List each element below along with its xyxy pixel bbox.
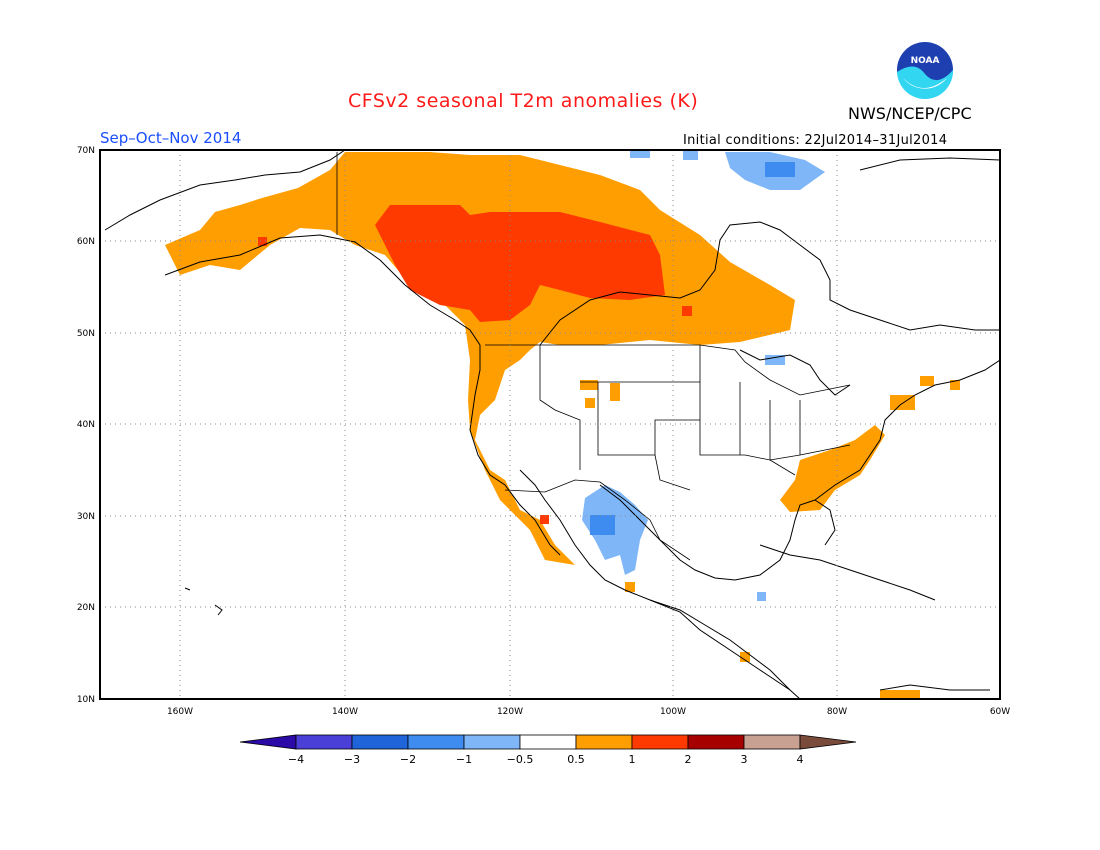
noaa-logo-text: NOAA <box>911 56 940 66</box>
legend-swatch <box>687 734 745 750</box>
legend-swatch <box>519 734 577 750</box>
lat-tick-label: 50N <box>77 329 95 339</box>
lat-tick-label: 40N <box>77 420 95 430</box>
color-legend: −4 −3 −2 −1 −0.5 0.5 1 2 3 4 <box>239 734 857 766</box>
noaa-logo: NOAA <box>895 40 955 104</box>
legend-swatch <box>575 734 633 750</box>
lon-tick-label: 160W <box>167 707 193 717</box>
lat-tick-label: 10N <box>77 695 95 705</box>
legend-tick-label: −1 <box>456 753 472 766</box>
legend-swatch <box>743 734 801 750</box>
map-gridlines <box>100 150 1000 699</box>
warm-anomaly-southeast-us <box>780 425 885 512</box>
legend-tick-label: −2 <box>400 753 416 766</box>
lat-tick-label: 70N <box>77 146 95 156</box>
lon-tick-label: 120W <box>497 707 523 717</box>
legend-tick-label: −4 <box>288 753 304 766</box>
legend-tick-label: 3 <box>741 753 748 766</box>
legend-swatch <box>631 734 689 750</box>
legend-tick-label: 2 <box>685 753 692 766</box>
lon-tick-label: 140W <box>332 707 358 717</box>
legend-swatch <box>463 734 521 750</box>
coastlines <box>104 150 1000 699</box>
legend-tick-label: 1 <box>629 753 636 766</box>
legend-swatch <box>407 734 465 750</box>
lat-tick-label: 30N <box>77 512 95 522</box>
lon-tick-label: 60W <box>990 707 1010 717</box>
map-area <box>100 150 1000 699</box>
lat-tick-label: 60N <box>77 237 95 247</box>
map-frame <box>99 149 1001 700</box>
legend-swatch <box>351 734 409 750</box>
organization-label: NWS/NCEP/CPC <box>848 104 972 123</box>
legend-swatch <box>799 734 857 750</box>
legend-tick-label: 4 <box>797 753 804 766</box>
season-label: Sep–Oct–Nov 2014 <box>100 129 242 147</box>
legend-swatch <box>239 734 297 750</box>
lon-tick-label: 100W <box>660 707 686 717</box>
chart-title: CFSv2 seasonal T2m anomalies (K) <box>348 90 699 112</box>
legend-tick-label: 0.5 <box>567 753 585 766</box>
lat-tick-label: 20N <box>77 603 95 613</box>
legend-swatch <box>295 734 353 750</box>
hot-anomaly-west-central-canada <box>375 205 665 322</box>
lon-tick-label: 80W <box>827 707 847 717</box>
initial-conditions-label: Initial conditions: 22Jul2014–31Jul2014 <box>683 133 948 148</box>
legend-tick-label: −0.5 <box>507 753 534 766</box>
legend-tick-label: −3 <box>344 753 360 766</box>
political-borders <box>336 152 851 561</box>
